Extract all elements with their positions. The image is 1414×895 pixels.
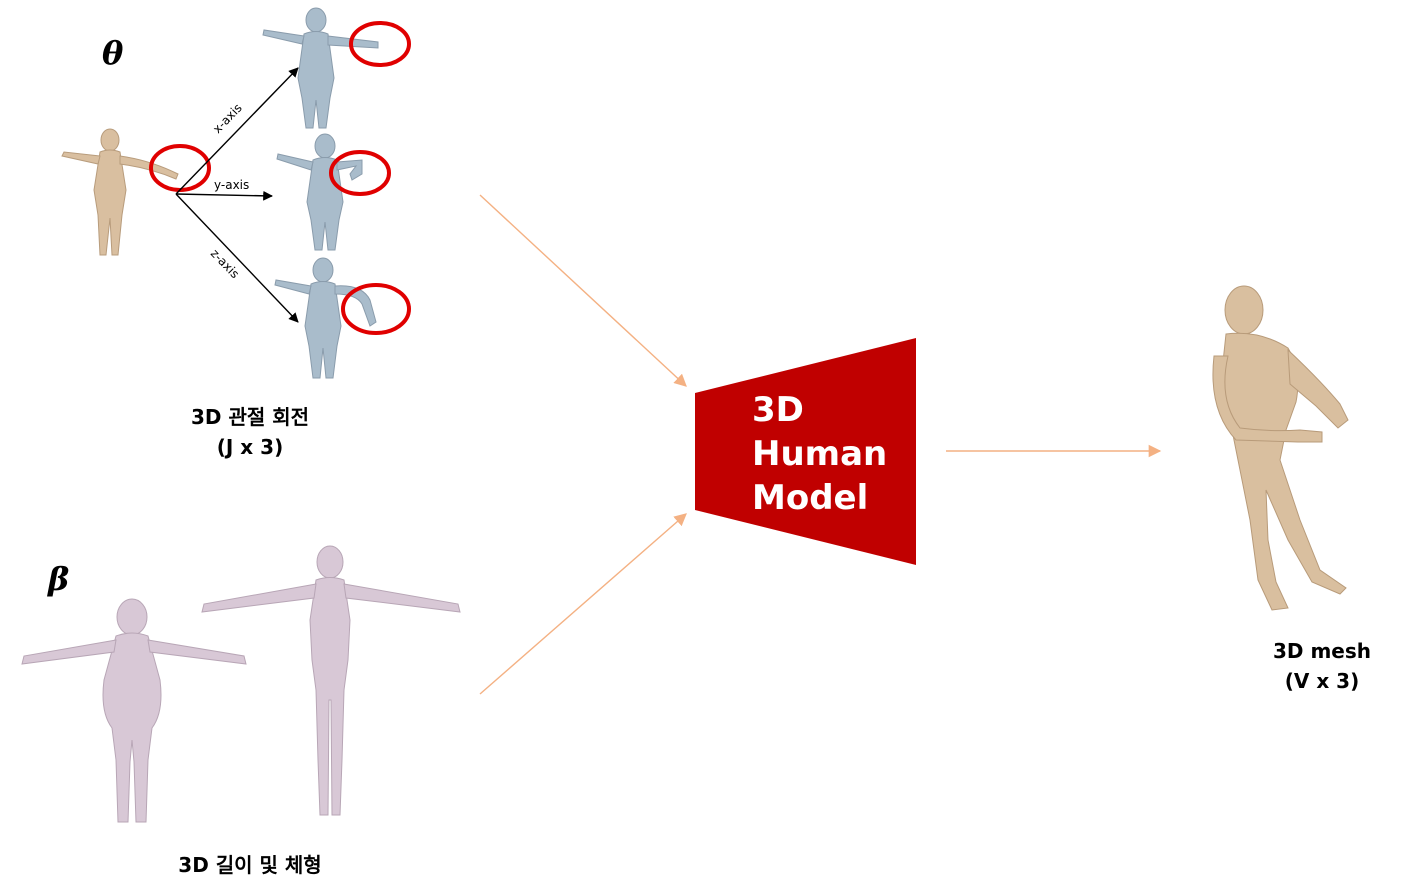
x-axis-label: x-axis <box>210 101 245 136</box>
shape-figure-heavy <box>21 598 247 823</box>
highlight-circle-z <box>341 283 411 335</box>
shape-to-model-arrow <box>479 513 687 695</box>
rotated-figure-z <box>274 257 377 379</box>
human-model-block <box>695 338 916 565</box>
highlight-circle-y <box>329 150 391 196</box>
z-axis-label: z-axis <box>208 246 242 281</box>
pose-label-line2: (J x 3) <box>216 435 284 459</box>
y-axis-label: y-axis <box>214 178 249 192</box>
pose-label: 3D 관절 회전 (J x 3) <box>150 402 350 462</box>
y-axis-arrow <box>175 190 273 201</box>
model-label-line3: Model <box>752 478 869 518</box>
theta-symbol: θ <box>102 34 124 72</box>
shape-label: 3D 길이 및 체형 <box>178 853 322 877</box>
model-label-line2: Human <box>752 434 888 474</box>
flow-arrows <box>479 194 1162 695</box>
shape-figure-tall <box>201 545 461 816</box>
output-mesh-figure <box>1212 285 1349 611</box>
beta-symbol: β <box>48 560 70 598</box>
model-label: 3D Human Model <box>752 388 887 520</box>
pose-label-line1: 3D 관절 회전 <box>190 405 310 429</box>
x-axis-arrow <box>175 67 299 195</box>
output-label: 3D mesh (V x 3) <box>1232 636 1412 696</box>
output-label-line1: 3D mesh <box>1272 639 1372 663</box>
model-label-line1: 3D <box>752 390 804 430</box>
highlight-circle-x <box>349 21 411 67</box>
rotated-figure-x <box>262 7 379 129</box>
z-axis-arrow <box>175 193 299 323</box>
pose-to-model-arrow <box>479 194 687 387</box>
source-pose-figure <box>61 128 179 256</box>
highlight-circles <box>149 21 411 335</box>
axis-arrows <box>175 67 299 323</box>
output-label-line2: (V x 3) <box>1284 669 1360 693</box>
